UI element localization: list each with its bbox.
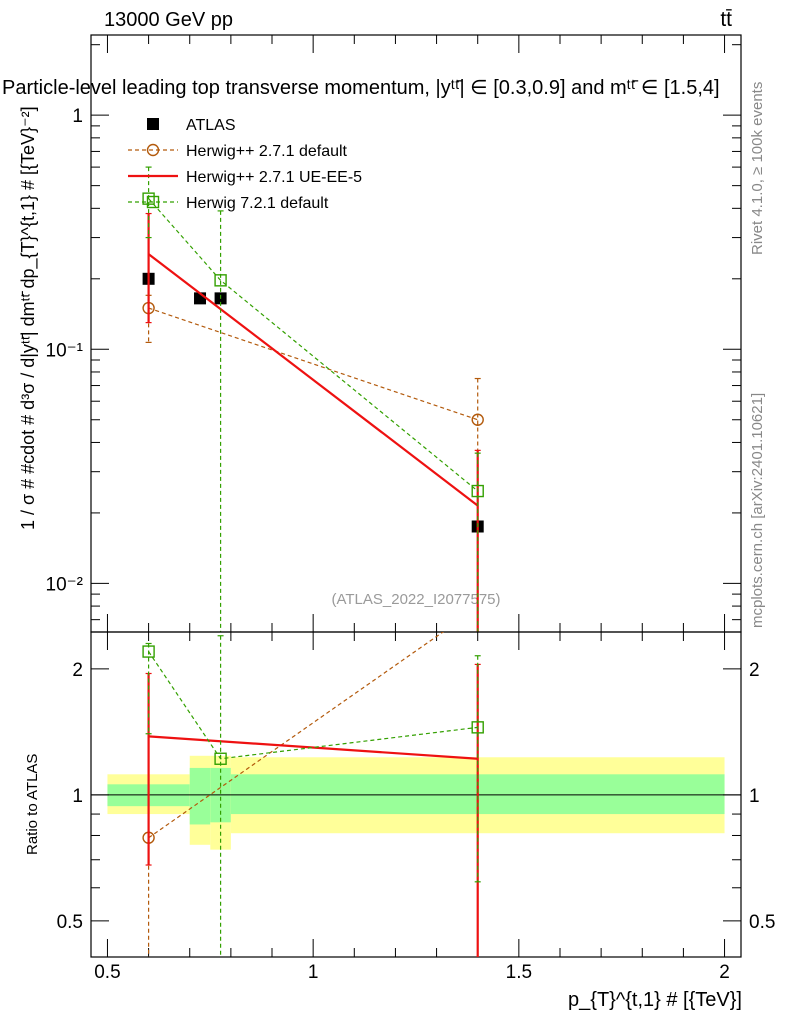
- data-point-herwig-7-2-1-default: [214, 274, 227, 287]
- series-line-herwig-2-7-1-default: [148, 632, 445, 839]
- data-point-herwig-7-2-1-default: [471, 721, 484, 734]
- y-tick-label: 10⁻¹: [46, 340, 84, 361]
- legend-label: Herwig++ 2.7.1 default: [186, 143, 348, 160]
- legend-label: Herwig++ 2.7.1 UE-EE-5: [186, 169, 362, 186]
- series-line-herwig-7-2-1-default: [148, 651, 478, 760]
- uncertainty-band-green: [189, 767, 211, 825]
- data-point-herwig-2-7-1-default: [471, 413, 484, 426]
- rivet-label: Rivet 4.1.0, ≥ 100k events: [749, 82, 766, 255]
- x-tick-label: 2: [719, 962, 730, 983]
- y-tick-label: 10⁻²: [46, 574, 84, 595]
- series-line-herwig-2-7-1-ue-ee-5: [147, 253, 479, 507]
- process-label: 13000 GeV pp: [104, 9, 233, 31]
- x-tick-label: 0.5: [94, 962, 120, 983]
- legend: ATLAS Herwig++ 2.7.1 default Herwig++ 2.7.…: [128, 117, 362, 212]
- mcplots-label: mcplots.cern.ch [arXiv:2401.10621]: [749, 393, 766, 628]
- legend-label: Herwig 7.2.1 default: [186, 195, 329, 212]
- plot-title: Particle-level leading top transverse mo…: [2, 77, 720, 99]
- y-tick-label: 1: [72, 106, 83, 127]
- y-tick-label: 1: [72, 786, 83, 807]
- y-tick-label: 1: [749, 786, 760, 807]
- legend-label: ATLAS: [186, 117, 236, 134]
- x-tick-label: 1.5: [506, 962, 532, 983]
- y-tick-label: 2: [749, 660, 760, 681]
- analysis-watermark: (ATLAS_2022_I2077575): [331, 591, 500, 608]
- data-point-herwig-7-2-1-default: [142, 192, 155, 205]
- y-tick-label: 0.5: [749, 912, 775, 933]
- x-axis-label: p_{T}^{t,1} # [{TeV}]: [568, 989, 742, 1011]
- series-line-herwig-7-2-1-default: [148, 198, 479, 492]
- main-panel: 1 10⁻¹ 10⁻²: [46, 34, 742, 633]
- series-line-herwig-2-7-1-default: [148, 307, 478, 421]
- series-layer: [142, 632, 484, 957]
- data-point-herwig-7-2-1-default: [214, 752, 227, 765]
- y-tick-label: 2: [72, 660, 83, 681]
- y-tick-label: 0.5: [57, 912, 83, 933]
- main-y-axis-label: 1 / σ # #cdot # d³σ / d|yᵗᵗ̄| dmᵗᵗ̄ dp_{…: [18, 106, 39, 530]
- x-tick-label: 1: [308, 962, 319, 983]
- ratio-y-axis-label: Ratio to ATLAS: [24, 754, 41, 855]
- legend-marker: [146, 195, 160, 209]
- channel-label: tt̄: [720, 8, 732, 31]
- ratio-panel: 0.5 1 1.5 2 0.5 0.5 1 1 2 2: [57, 631, 775, 983]
- legend-marker: [146, 143, 160, 157]
- data-point-herwig-7-2-1-default: [142, 645, 155, 658]
- series-layer: [142, 166, 484, 632]
- data-point-herwig-7-2-1-default: [471, 484, 484, 498]
- legend-marker: [147, 118, 159, 130]
- series-line-herwig-2-7-1-ue-ee-5: [148, 735, 478, 760]
